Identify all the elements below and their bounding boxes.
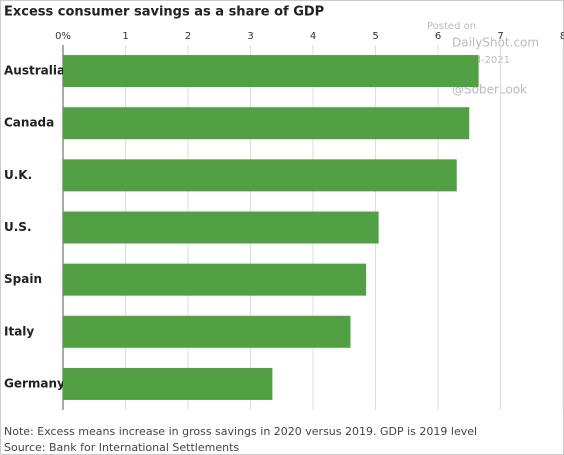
bar — [63, 55, 479, 88]
x-tick-label: 5 — [372, 31, 378, 42]
bar — [63, 211, 379, 244]
note: Note: Excess means increase in gross sav… — [4, 425, 477, 438]
x-tick-label: 8 — [560, 31, 564, 42]
x-tick-label: 0% — [55, 31, 71, 42]
x-tick-label: 3 — [247, 31, 253, 42]
y-tick-label: U.S. — [4, 220, 32, 234]
x-tick-label: 6 — [435, 31, 441, 42]
watermark: Posted on — [427, 21, 476, 32]
y-tick-label: Italy — [4, 324, 34, 338]
bar — [63, 159, 457, 192]
x-tick-label: 1 — [122, 31, 128, 42]
bar — [63, 367, 273, 400]
bar — [63, 107, 470, 140]
bar — [63, 263, 367, 296]
y-tick-label: Spain — [4, 272, 42, 286]
watermark: 09-Jul-2021 — [452, 55, 510, 66]
source: Source: Bank for International Settlemen… — [4, 441, 239, 454]
y-tick-label: Germany — [4, 376, 65, 390]
x-tick-label: 4 — [310, 31, 316, 42]
y-tick-label: Canada — [4, 116, 54, 130]
y-tick-label: Australia — [4, 64, 65, 78]
bar — [63, 315, 351, 348]
y-tick-label: U.K. — [4, 168, 32, 182]
chart-title: Excess consumer savings as a share of GD… — [4, 5, 324, 20]
watermark: DailyShot.com — [452, 36, 539, 50]
x-tick-label: 7 — [497, 31, 503, 42]
x-tick-label: 2 — [185, 31, 191, 42]
